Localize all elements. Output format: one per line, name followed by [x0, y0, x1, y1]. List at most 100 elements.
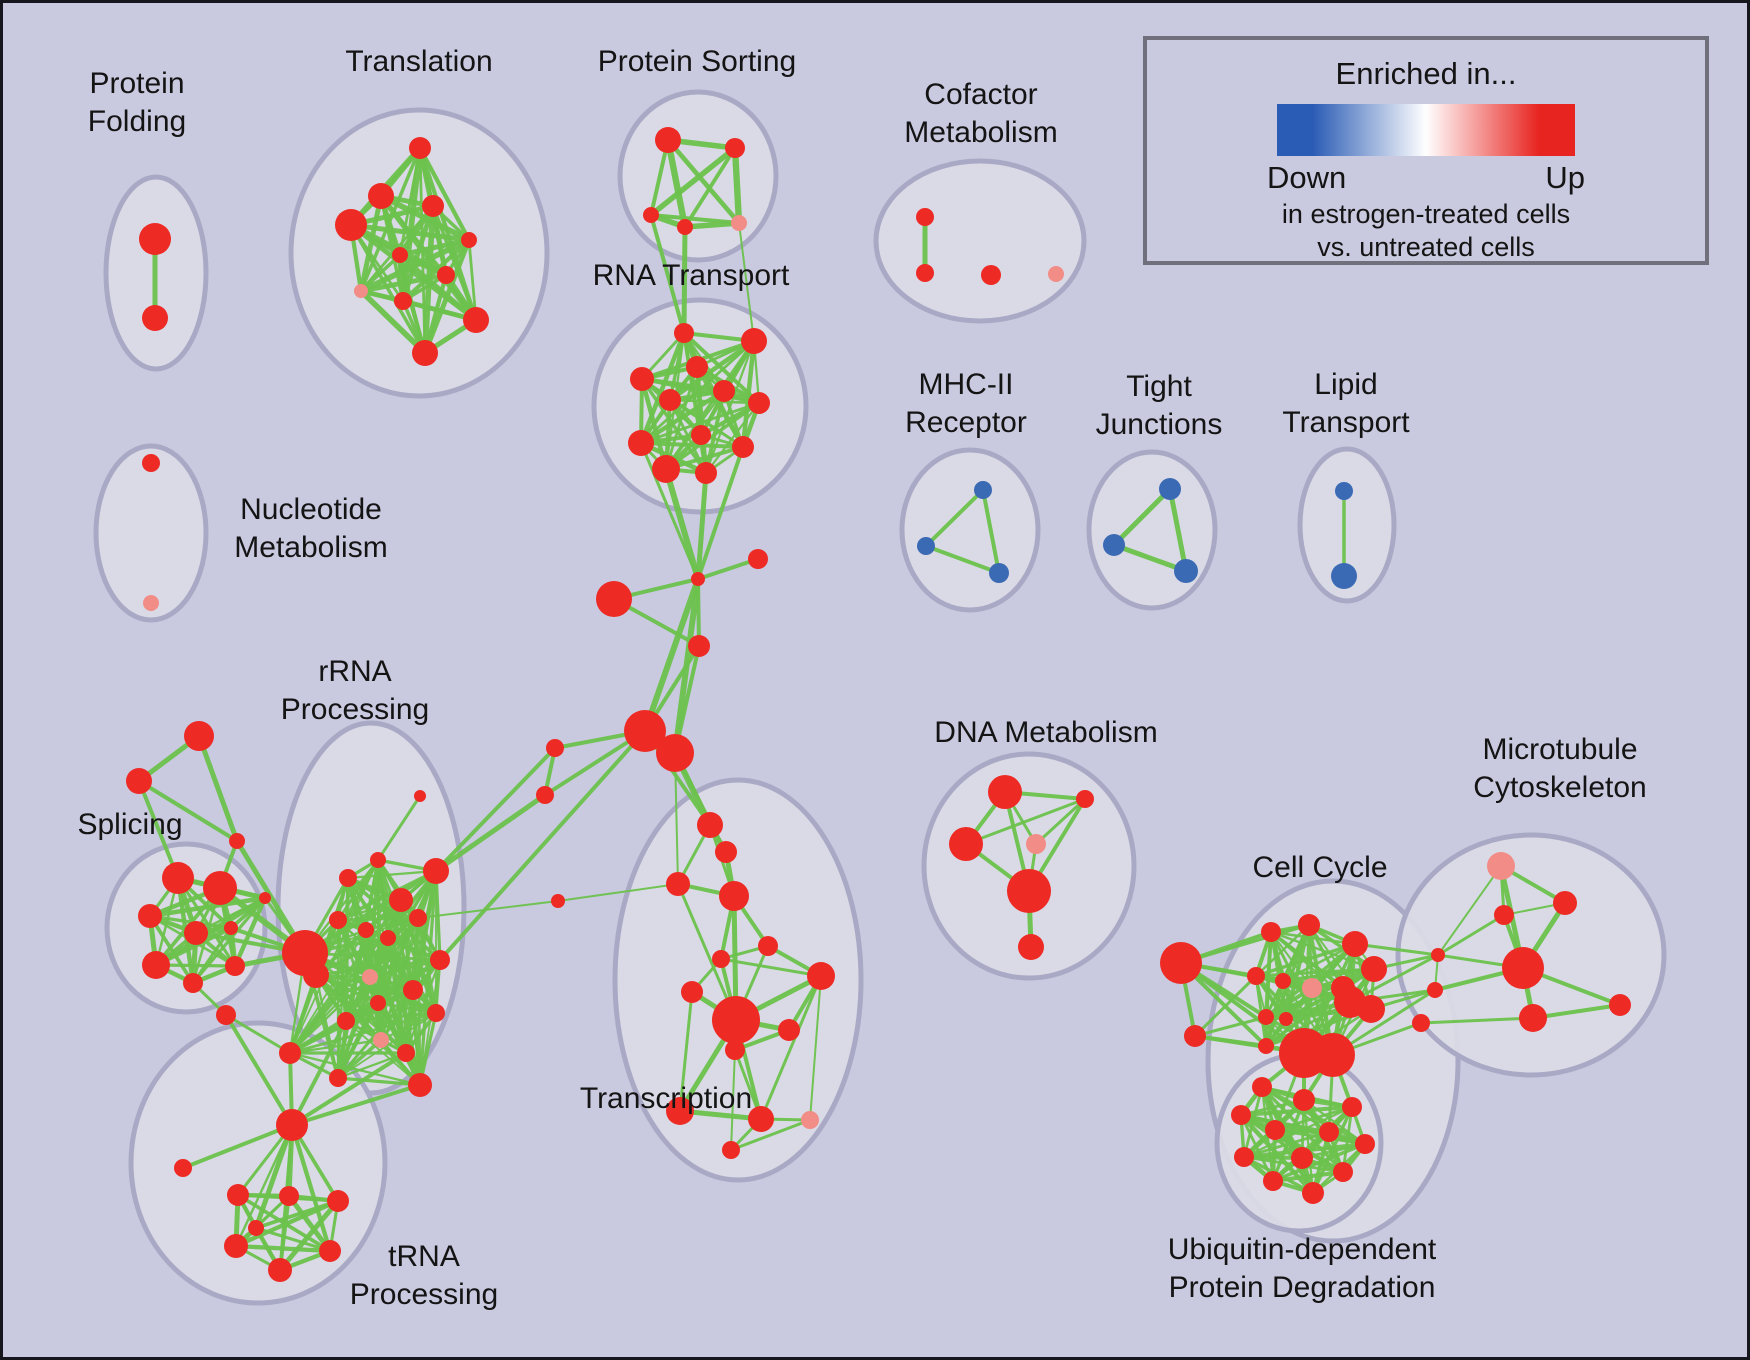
- legend-box: Enriched in... Down Up in estrogen-treat…: [1143, 36, 1709, 265]
- connectors-node: [551, 894, 565, 908]
- edge: [1419, 1016, 1535, 1025]
- cell-cycle-node: [1302, 978, 1322, 998]
- connectors-node: [414, 790, 426, 802]
- splicing-node: [259, 892, 271, 904]
- mhc2-receptor-node: [974, 481, 992, 499]
- edge: [1111, 542, 1189, 574]
- protein-sorting-node: [731, 215, 747, 231]
- edge: [314, 936, 390, 977]
- splicing-node: [183, 973, 203, 993]
- rna-transport-node: [659, 389, 681, 411]
- edge: [924, 544, 1001, 575]
- edge: [359, 253, 402, 293]
- edge: [731, 144, 743, 227]
- transcription-node: [778, 1019, 800, 1041]
- rna-transport-node: [628, 430, 654, 456]
- connectors-node: [596, 581, 632, 617]
- rna-transport-node: [674, 323, 694, 343]
- rrna-node: [427, 1004, 445, 1022]
- edge: [434, 746, 557, 873]
- edge: [290, 1083, 422, 1127]
- rna-transport-label: RNA Transport: [593, 259, 790, 292]
- edge: [417, 145, 472, 243]
- rrna-node: [430, 950, 450, 970]
- edge: [981, 488, 1001, 575]
- transcription-node: [748, 1106, 774, 1132]
- transcription-node: [719, 881, 749, 911]
- connectors-node: [624, 710, 666, 752]
- edge: [233, 1243, 333, 1254]
- splicing-satellite-node: [229, 833, 245, 849]
- edge: [740, 338, 757, 450]
- edge: [346, 869, 438, 880]
- edge: [467, 238, 478, 322]
- edge: [1273, 1128, 1367, 1146]
- rrna-node: [370, 852, 386, 868]
- ubiquitin-node: [1319, 1122, 1339, 1142]
- cell-cycle-node: [1279, 1012, 1293, 1026]
- transcription-node: [725, 1040, 745, 1060]
- edge: [232, 895, 268, 969]
- splicing-node: [184, 921, 208, 945]
- edge: [348, 222, 472, 243]
- edge: [224, 1013, 294, 1127]
- ubiquitin-node: [1302, 1182, 1324, 1204]
- rrna-node: [389, 888, 413, 912]
- dna-metabolism-node: [1026, 834, 1046, 854]
- cell-cycle-node: [1357, 995, 1385, 1023]
- translation-node: [422, 195, 444, 217]
- edge: [678, 990, 694, 1113]
- nucleotide-metabolism-ellipse: [93, 443, 209, 623]
- trna-label: Processing: [350, 1278, 498, 1311]
- splicing-node: [138, 904, 162, 928]
- translation-node: [461, 232, 477, 248]
- tight-junctions-label: Tight: [1126, 370, 1192, 403]
- trna-node: [268, 1258, 292, 1282]
- connectors-node: [688, 635, 710, 657]
- rrna-node: [329, 911, 347, 929]
- translation-node: [354, 284, 368, 298]
- nucleotide-metabolism-label: Metabolism: [234, 531, 387, 564]
- rna-transport-node: [630, 367, 654, 391]
- edge: [176, 876, 237, 968]
- edge: [674, 752, 679, 885]
- edge: [288, 975, 372, 1055]
- ubiquitin-node: [1342, 1097, 1362, 1117]
- edge: [704, 401, 761, 475]
- transcription-node: [681, 981, 703, 1003]
- edge: [1179, 923, 1311, 965]
- edge: [358, 288, 428, 356]
- edge: [137, 779, 239, 843]
- edge: [639, 441, 745, 449]
- edge: [286, 1193, 333, 1254]
- cell-cycle-node: [1342, 931, 1368, 957]
- edge: [1239, 1105, 1354, 1117]
- edge: [668, 398, 761, 405]
- ubiquitin-node: [1291, 1147, 1313, 1169]
- edge: [288, 1051, 422, 1087]
- rrna-node: [303, 962, 329, 988]
- rrna-node: [423, 858, 449, 884]
- network-svg: Protein Folding Translation Protein Sorting…: [77, 45, 1667, 1311]
- edge: [336, 916, 420, 922]
- protein-sorting-node: [725, 138, 745, 158]
- edge: [638, 330, 687, 446]
- edge: [719, 957, 823, 978]
- edge: [649, 213, 686, 335]
- edge: [289, 1122, 333, 1254]
- edge: [1034, 797, 1087, 846]
- edge: [1531, 1003, 1622, 1020]
- ubiquitin-node: [1231, 1105, 1251, 1125]
- transcription-label: Transcription: [580, 1082, 752, 1115]
- edge: [288, 973, 318, 1055]
- legend-up-label: Up: [1545, 160, 1585, 195]
- cofactor-metabolism-node: [981, 265, 1001, 285]
- microtubule-node: [1519, 1004, 1547, 1032]
- transcription-node: [758, 936, 778, 956]
- edge: [1348, 953, 1440, 1004]
- edge: [418, 1011, 438, 1087]
- edge: [358, 272, 449, 294]
- protein-sorting-label: Protein Sorting: [598, 45, 796, 78]
- translation-node: [368, 183, 394, 209]
- edge: [1281, 967, 1376, 983]
